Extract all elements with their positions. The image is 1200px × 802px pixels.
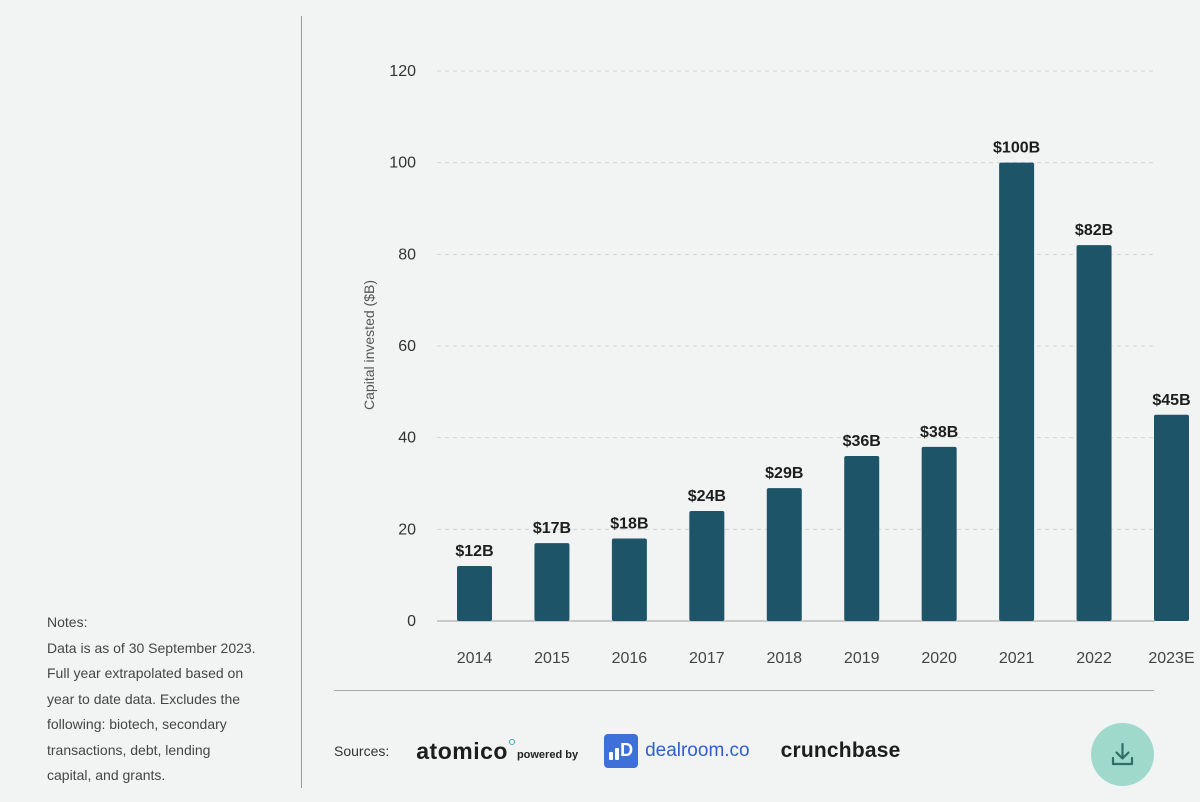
notes-line: transactions, debt, lending <box>47 741 211 758</box>
bar <box>766 488 802 621</box>
bar <box>1154 414 1189 621</box>
x-tick-label: 2016 <box>612 650 648 667</box>
bar <box>611 538 647 621</box>
y-tick-label: 20 <box>398 521 416 538</box>
x-tick-label: 2021 <box>999 650 1035 667</box>
vertical-divider <box>301 16 302 788</box>
notes-line: Full year extrapolated based on <box>47 665 244 681</box>
data-label: $18B <box>610 516 648 533</box>
x-tick-label: 2022 <box>1076 650 1112 667</box>
notes-heading: Notes: <box>47 614 88 630</box>
data-label: $12B <box>455 543 493 560</box>
data-label: $24B <box>688 488 726 505</box>
x-tick-label: 2018 <box>766 650 802 667</box>
dealroom-icon: D <box>604 734 639 768</box>
data-label: $100B <box>993 140 1040 157</box>
bar <box>1076 245 1112 621</box>
y-tick-label: 80 <box>398 246 416 263</box>
bar <box>844 456 880 621</box>
data-label: $82B <box>1075 222 1113 239</box>
y-tick-label: 0 <box>407 613 416 630</box>
horizontal-divider <box>334 690 1154 691</box>
data-label: $17B <box>533 520 571 537</box>
bar <box>921 446 957 621</box>
sources-row: Sources: atomico powered by D dealroom.c… <box>334 734 901 768</box>
bar <box>999 162 1035 621</box>
x-tick-label: 2014 <box>457 650 493 667</box>
notes-panel: Notes: Data is as of 30 September 2023. … <box>47 610 287 789</box>
y-tick-label: 60 <box>398 338 416 355</box>
data-label: $38B <box>920 424 958 441</box>
y-tick-label: 120 <box>389 63 416 80</box>
powered-by-text: powered by <box>516 749 579 761</box>
x-tick-label: 2023E <box>1148 650 1194 667</box>
download-button[interactable] <box>1091 723 1154 786</box>
y-tick-label: 40 <box>398 430 416 447</box>
atomico-logo: atomico <box>416 738 515 765</box>
x-tick-label: 2020 <box>921 650 957 667</box>
dealroom-logo: dealroom.co <box>645 740 750 761</box>
x-tick-label: 2015 <box>534 650 570 667</box>
notes-line: following: biotech, secondary <box>47 716 227 732</box>
x-tick-label: 2019 <box>844 650 880 667</box>
y-axis-label: Capital invested ($B) <box>361 280 377 410</box>
bar <box>689 511 725 621</box>
y-tick-label: 100 <box>389 155 416 172</box>
bar <box>534 543 570 621</box>
crunchbase-logo: crunchbase <box>780 739 901 762</box>
notes-line: year to date data. Excludes the <box>47 690 241 707</box>
data-label: $45B <box>1152 392 1190 409</box>
bar <box>457 566 492 621</box>
notes-line: capital, and grants. <box>47 767 166 783</box>
notes-line: Data is as of 30 September 2023. <box>47 639 256 656</box>
x-tick-label: 2017 <box>689 650 725 667</box>
sources-label: Sources: <box>334 743 390 759</box>
data-label: $29B <box>765 465 803 482</box>
data-label: $36B <box>843 433 881 450</box>
bar-chart: 0 20 40 60 80 100 120 $12B 2014 $17B 2015 $18B 2016… <box>361 63 1195 667</box>
download-icon <box>1111 742 1134 766</box>
